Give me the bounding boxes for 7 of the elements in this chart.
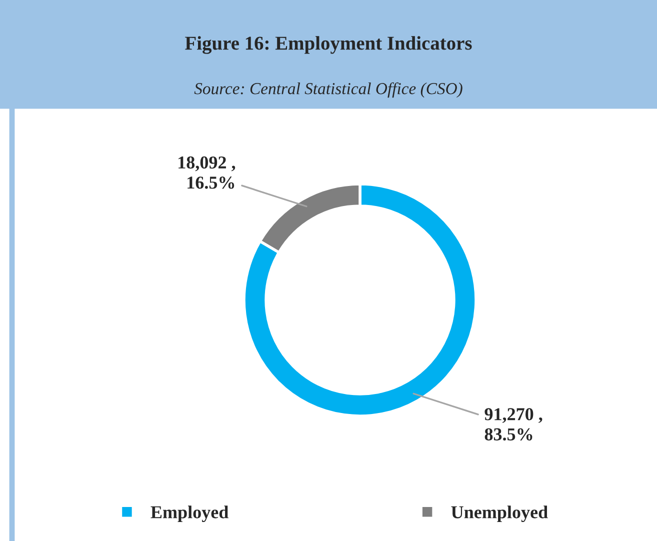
data-label: 18,092 , 16.5% <box>178 156 236 189</box>
donut-slice <box>242 182 478 418</box>
legend-label: Employed <box>150 506 228 522</box>
chart-subtitle: Source: Central Statistical Office (CSO) <box>194 82 462 98</box>
data-label: 91,270 , 83.5% <box>484 408 542 441</box>
legend-label: Unemployed <box>451 506 548 522</box>
chart-title: Figure 16: Employment Indicators <box>185 36 472 54</box>
